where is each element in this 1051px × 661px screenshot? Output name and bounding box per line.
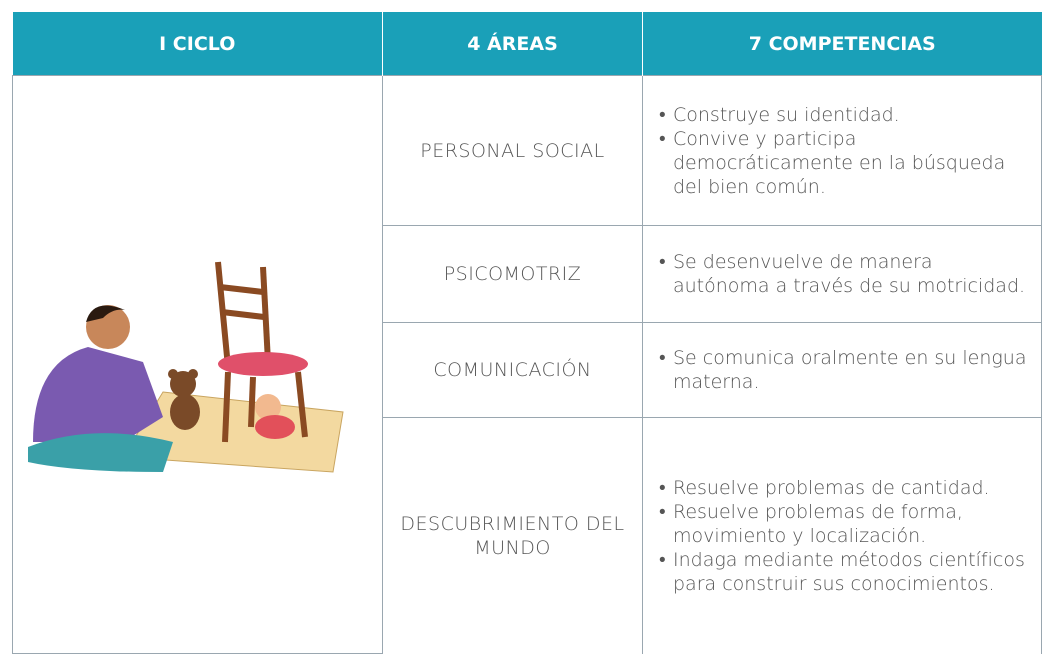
competencia: Convive y participa democráticamente en … <box>653 127 1027 199</box>
man-shirt <box>33 346 163 442</box>
competencia: Resuelve problemas de forma, movimiento … <box>653 500 1027 548</box>
table-row: PSICOMOTRIZSe desenvuelve de manera autó… <box>13 225 1042 323</box>
header-cell: 4 ÁREAS <box>382 12 643 76</box>
header-cell: I CICLO <box>12 12 383 76</box>
man-hair <box>86 305 125 322</box>
man-pants <box>28 432 173 472</box>
baby-body <box>255 414 295 439</box>
competencias-cell: Se comunica oralmente en su lengua mater… <box>642 322 1042 418</box>
competencia: Resuelve problemas de cantidad. <box>653 476 1027 500</box>
competencias-list: Construye su identidad.Convive y partici… <box>653 103 1027 199</box>
competencia: Se comunica oralmente en su lengua mater… <box>653 346 1027 394</box>
area-cell: DESCUBRIMIENTO DEL MUNDO <box>382 417 643 654</box>
competencias-cell: Se desenvuelve de manera autónoma a trav… <box>642 225 1042 323</box>
area-cell: PERSONAL SOCIAL <box>382 75 643 226</box>
area-cell: COMUNICACIÓN <box>382 322 643 418</box>
illustration-cell <box>12 75 383 654</box>
baby-head <box>255 393 281 420</box>
competencia: Se desenvuelve de manera autónoma a trav… <box>653 250 1027 298</box>
competencias-list: Resuelve problemas de cantidad.Resuelve … <box>653 476 1027 596</box>
illustration <box>28 261 344 473</box>
teddy-bear <box>168 368 200 430</box>
chair-seat <box>218 351 308 376</box>
curriculum-table: I CICLO 4 ÁREAS 7 COMPETENCIAS PERSONAL … <box>12 12 1042 654</box>
area-cell: PSICOMOTRIZ <box>382 225 643 323</box>
competencias-list: Se comunica oralmente en su lengua mater… <box>653 346 1027 394</box>
competencias-cell: Resuelve problemas de cantidad.Resuelve … <box>642 417 1042 654</box>
competencias-cell: Construye su identidad.Convive y partici… <box>642 75 1042 226</box>
header-cell: 7 COMPETENCIAS <box>642 12 1042 76</box>
competencias-list: Se desenvuelve de manera autónoma a trav… <box>653 250 1027 298</box>
competencia: Construye su identidad. <box>653 103 1027 127</box>
chair <box>215 261 308 442</box>
table-row: COMUNICACIÓNSe comunica oralmente en su … <box>13 322 1042 418</box>
competencia: Indaga mediante métodos científicos para… <box>653 548 1027 596</box>
table-row: PERSONAL SOCIALConstruye su identidad.Co… <box>12 75 1042 654</box>
table-row: DESCUBRIMIENTO DEL MUNDOResuelve problem… <box>13 417 1042 654</box>
header-row: I CICLO 4 ÁREAS 7 COMPETENCIAS <box>12 12 1042 76</box>
